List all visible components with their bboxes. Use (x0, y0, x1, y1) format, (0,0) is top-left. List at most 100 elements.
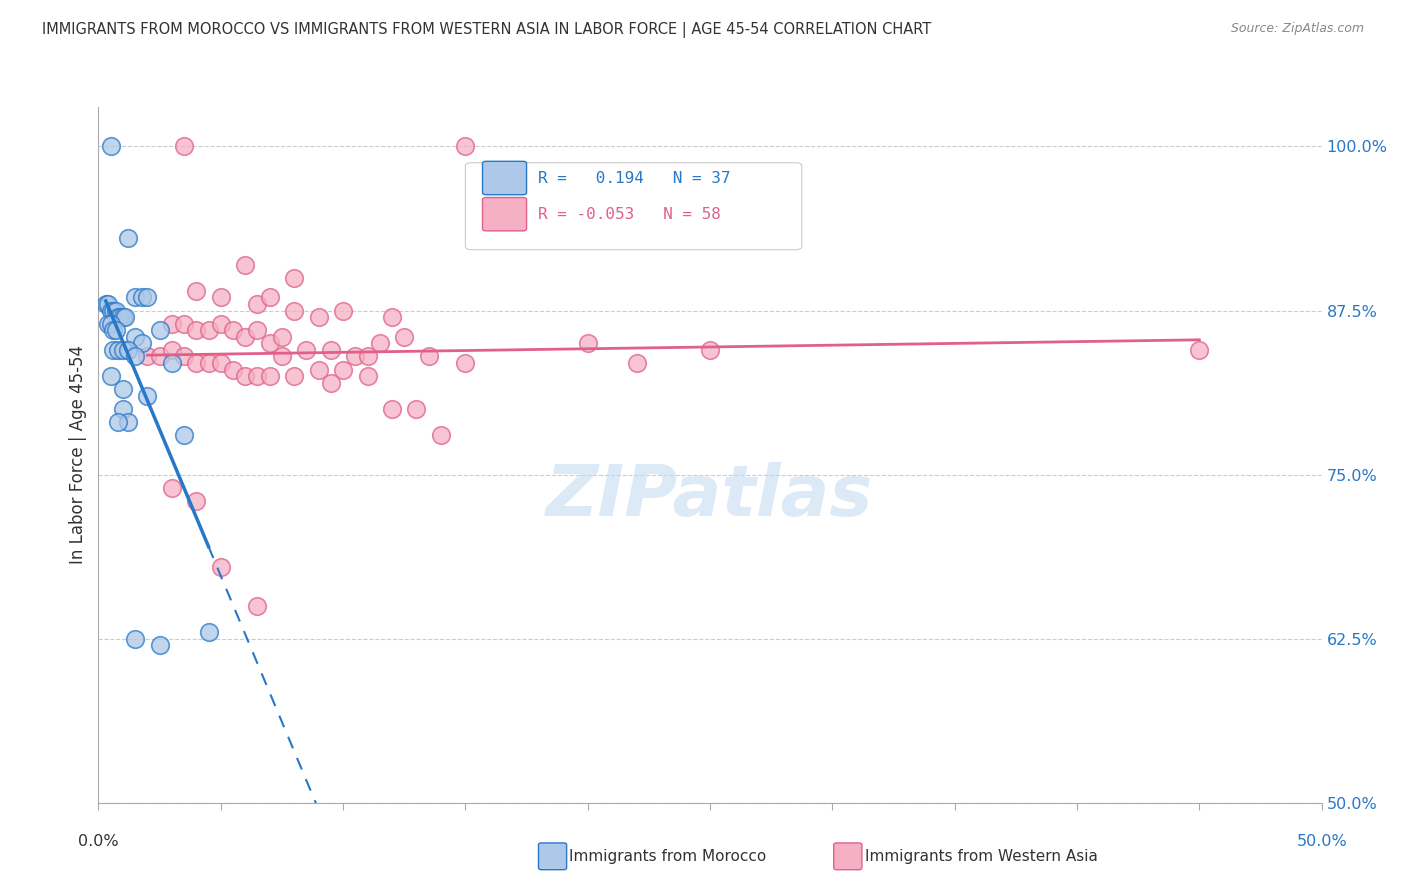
Text: Immigrants from Morocco: Immigrants from Morocco (569, 849, 766, 863)
Point (107, 415, 129, 429)
Y-axis label: In Labor Force | Age 45-54: In Labor Force | Age 45-54 (69, 345, 87, 565)
Point (308, 362, 330, 376)
Point (246, 323, 269, 337)
Point (97, 317, 120, 331)
Point (94, 297, 117, 311)
Point (392, 330, 416, 344)
Point (110, 310, 132, 324)
Point (454, 356, 477, 370)
Point (104, 303, 127, 318)
Point (246, 297, 269, 311)
Text: R =   0.194   N = 37: R = 0.194 N = 37 (537, 170, 730, 186)
Point (319, 343, 342, 357)
Point (209, 290, 232, 304)
Point (131, 336, 153, 351)
Point (111, 382, 134, 396)
Point (160, 317, 183, 331)
Point (270, 330, 294, 344)
Point (356, 350, 378, 364)
Point (149, 350, 172, 364)
Point (107, 343, 129, 357)
Point (136, 389, 159, 403)
Point (107, 310, 129, 324)
Point (197, 625, 219, 640)
Point (356, 369, 378, 384)
Point (295, 343, 318, 357)
Point (160, 481, 183, 495)
Point (100, 139, 122, 153)
FancyBboxPatch shape (482, 161, 526, 194)
Point (209, 356, 232, 370)
Point (149, 638, 172, 652)
Point (136, 290, 159, 304)
Point (97, 297, 120, 311)
Point (319, 376, 342, 390)
Text: Source: ZipAtlas.com: Source: ZipAtlas.com (1230, 22, 1364, 36)
Point (209, 317, 232, 331)
Point (283, 303, 305, 318)
Point (259, 336, 281, 351)
Point (405, 401, 427, 416)
Point (259, 369, 281, 384)
Text: R = -0.053   N = 58: R = -0.053 N = 58 (537, 207, 720, 222)
Point (283, 270, 305, 285)
Point (124, 350, 146, 364)
Point (100, 317, 122, 331)
Point (124, 330, 146, 344)
Point (332, 362, 354, 376)
Point (283, 369, 305, 384)
Point (186, 356, 208, 370)
Point (160, 343, 183, 357)
Point (160, 356, 183, 370)
FancyBboxPatch shape (465, 162, 801, 250)
Point (136, 350, 159, 364)
Point (111, 310, 134, 324)
Point (430, 428, 453, 442)
Point (173, 428, 195, 442)
Point (117, 415, 139, 429)
Point (186, 494, 208, 508)
Point (381, 401, 404, 416)
Point (332, 303, 354, 318)
Point (197, 323, 219, 337)
Point (699, 343, 721, 357)
Point (100, 369, 122, 384)
Point (131, 290, 153, 304)
Point (111, 401, 134, 416)
Point (197, 356, 219, 370)
Point (222, 323, 245, 337)
Point (100, 303, 122, 318)
Point (626, 356, 648, 370)
Point (101, 303, 124, 318)
FancyBboxPatch shape (482, 197, 526, 231)
Point (270, 350, 294, 364)
Text: ZIPatlas: ZIPatlas (547, 462, 873, 531)
Text: Immigrants from Western Asia: Immigrants from Western Asia (865, 849, 1098, 863)
Point (233, 258, 256, 272)
Point (101, 343, 124, 357)
Point (344, 350, 367, 364)
Text: 0.0%: 0.0% (79, 834, 118, 849)
Point (186, 323, 208, 337)
Point (418, 350, 440, 364)
Point (117, 343, 139, 357)
Point (233, 330, 256, 344)
Point (222, 362, 245, 376)
Point (454, 139, 477, 153)
Point (381, 310, 404, 324)
Point (233, 369, 256, 384)
Point (246, 369, 269, 384)
Point (111, 343, 134, 357)
Point (209, 559, 232, 574)
Point (117, 231, 139, 245)
Point (576, 336, 599, 351)
Point (186, 284, 208, 298)
Point (101, 323, 124, 337)
Point (124, 290, 146, 304)
Point (114, 310, 136, 324)
Point (149, 323, 172, 337)
Point (259, 290, 281, 304)
Point (173, 350, 195, 364)
Point (173, 317, 195, 331)
Point (104, 323, 127, 337)
